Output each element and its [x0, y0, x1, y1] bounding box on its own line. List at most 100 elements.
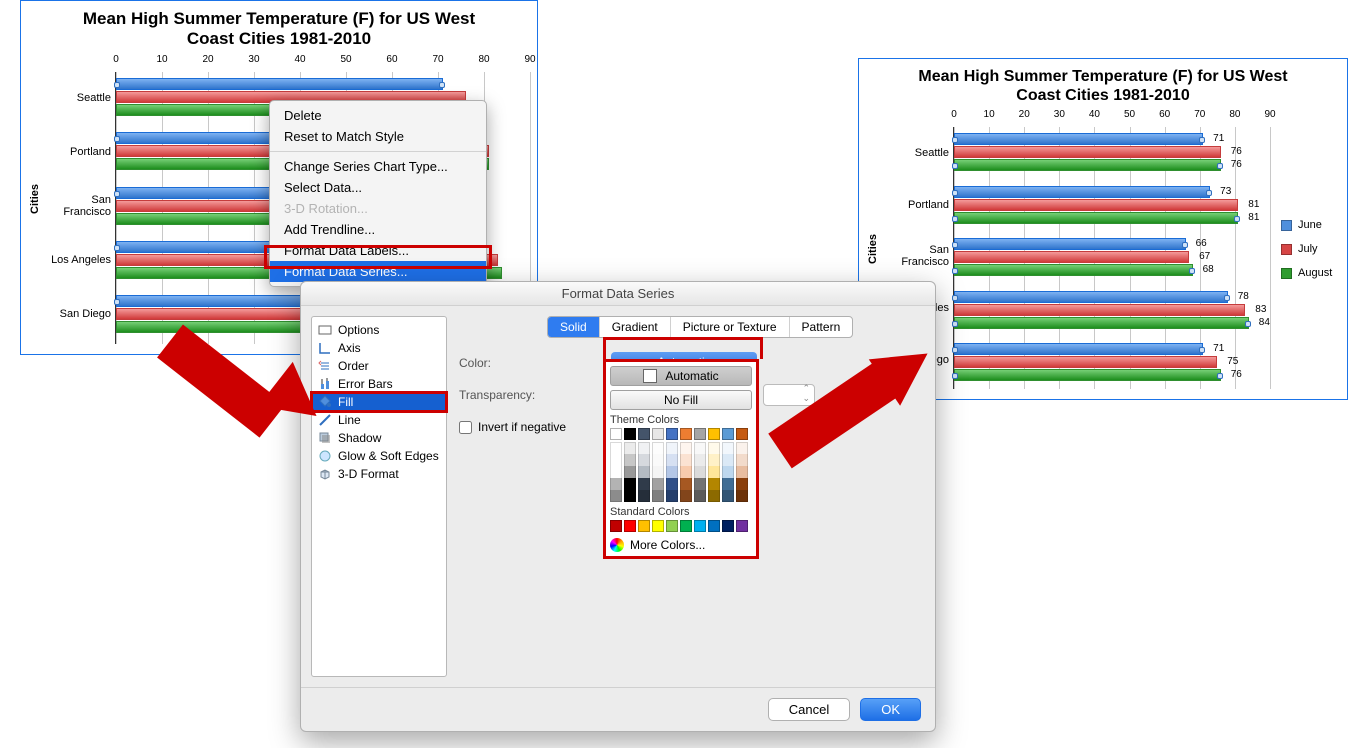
- context-menu-item[interactable]: 3-D Rotation...: [270, 198, 486, 219]
- standard-color-row[interactable]: [610, 520, 752, 532]
- color-swatch[interactable]: [638, 490, 650, 502]
- color-swatch[interactable]: [652, 442, 664, 454]
- context-menu-item[interactable]: Delete: [270, 105, 486, 126]
- sidebar-item-3-d-format[interactable]: 3-D Format: [312, 465, 446, 483]
- color-swatch[interactable]: [722, 428, 734, 440]
- color-swatch[interactable]: [680, 442, 692, 454]
- color-swatch[interactable]: [694, 442, 706, 454]
- color-swatch[interactable]: [722, 520, 734, 532]
- color-swatch[interactable]: [624, 520, 636, 532]
- color-swatch[interactable]: [666, 442, 678, 454]
- color-swatch[interactable]: [736, 478, 748, 490]
- color-swatch[interactable]: [736, 520, 748, 532]
- color-swatch[interactable]: [708, 442, 720, 454]
- color-swatch[interactable]: [652, 428, 664, 440]
- color-swatch[interactable]: [610, 490, 622, 502]
- color-swatch[interactable]: [736, 454, 748, 466]
- theme-color-shades[interactable]: [610, 442, 752, 502]
- invert-if-negative-checkbox[interactable]: Invert if negative: [459, 420, 566, 434]
- sidebar-item-line[interactable]: Line: [312, 411, 446, 429]
- color-swatch[interactable]: [708, 478, 720, 490]
- color-swatch[interactable]: [736, 442, 748, 454]
- color-swatch[interactable]: [694, 520, 706, 532]
- color-swatch[interactable]: [680, 490, 692, 502]
- color-swatch[interactable]: [652, 466, 664, 478]
- color-swatch[interactable]: [694, 478, 706, 490]
- color-swatch[interactable]: [722, 478, 734, 490]
- color-swatch[interactable]: [666, 454, 678, 466]
- color-swatch[interactable]: [652, 520, 664, 532]
- color-swatch[interactable]: [708, 454, 720, 466]
- sidebar-item-fill[interactable]: Fill: [312, 393, 446, 411]
- context-menu-item[interactable]: Change Series Chart Type...: [270, 156, 486, 177]
- sidebar-item-axis[interactable]: Axis: [312, 339, 446, 357]
- plot-area-right[interactable]: 0102030405060708090 71767673818166676878…: [953, 127, 1271, 389]
- context-menu-item[interactable]: Add Trendline...: [270, 219, 486, 240]
- color-swatch[interactable]: [694, 454, 706, 466]
- color-swatch[interactable]: [624, 442, 636, 454]
- color-swatch[interactable]: [638, 466, 650, 478]
- color-swatch[interactable]: [624, 454, 636, 466]
- color-swatch[interactable]: [736, 490, 748, 502]
- color-swatch[interactable]: [722, 466, 734, 478]
- color-swatch[interactable]: [680, 428, 692, 440]
- color-swatch[interactable]: [694, 428, 706, 440]
- color-swatch[interactable]: [652, 490, 664, 502]
- more-colors-button[interactable]: More Colors...: [610, 538, 752, 552]
- color-swatch[interactable]: [610, 442, 622, 454]
- color-swatch[interactable]: [624, 428, 636, 440]
- color-swatch[interactable]: [652, 454, 664, 466]
- color-swatch[interactable]: [708, 466, 720, 478]
- fill-type-tabs[interactable]: SolidGradientPicture or TexturePattern: [547, 316, 853, 338]
- sidebar-item-shadow[interactable]: Shadow: [312, 429, 446, 447]
- tab-gradient[interactable]: Gradient: [600, 317, 671, 337]
- tab-solid[interactable]: Solid: [548, 317, 600, 337]
- cancel-button[interactable]: Cancel: [768, 698, 850, 721]
- context-menu-item[interactable]: Select Data...: [270, 177, 486, 198]
- color-swatch[interactable]: [610, 428, 622, 440]
- color-swatch[interactable]: [722, 454, 734, 466]
- color-swatch[interactable]: [666, 466, 678, 478]
- color-swatch[interactable]: [638, 478, 650, 490]
- color-swatch[interactable]: [708, 428, 720, 440]
- color-swatch[interactable]: [666, 490, 678, 502]
- color-swatch[interactable]: [722, 490, 734, 502]
- color-swatch[interactable]: [666, 520, 678, 532]
- color-swatch[interactable]: [736, 466, 748, 478]
- color-swatch[interactable]: [624, 490, 636, 502]
- color-swatch[interactable]: [694, 490, 706, 502]
- color-swatch[interactable]: [652, 478, 664, 490]
- color-swatch[interactable]: [736, 428, 748, 440]
- color-swatch[interactable]: [680, 520, 692, 532]
- sidebar-item-error-bars[interactable]: Error Bars: [312, 375, 446, 393]
- color-swatch[interactable]: [680, 466, 692, 478]
- color-swatch[interactable]: [610, 520, 622, 532]
- tab-picture-or-texture[interactable]: Picture or Texture: [671, 317, 790, 337]
- color-swatch[interactable]: [680, 454, 692, 466]
- color-swatch[interactable]: [610, 478, 622, 490]
- color-swatch[interactable]: [638, 454, 650, 466]
- color-swatch[interactable]: [680, 478, 692, 490]
- color-swatch[interactable]: [638, 442, 650, 454]
- color-picker-popup[interactable]: Automatic No Fill Theme Colors Standard …: [603, 359, 759, 559]
- context-menu-item[interactable]: Reset to Match Style: [270, 126, 486, 147]
- color-automatic-button[interactable]: Automatic: [610, 366, 752, 386]
- color-swatch[interactable]: [610, 454, 622, 466]
- color-swatch[interactable]: [694, 466, 706, 478]
- color-swatch[interactable]: [638, 520, 650, 532]
- color-nofill-button[interactable]: No Fill: [610, 390, 752, 410]
- sidebar-item-options[interactable]: Options: [312, 321, 446, 339]
- color-swatch[interactable]: [722, 442, 734, 454]
- color-swatch[interactable]: [666, 478, 678, 490]
- sidebar-item-glow-soft-edges[interactable]: Glow & Soft Edges: [312, 447, 446, 465]
- transparency-stepper[interactable]: [763, 384, 815, 406]
- tab-pattern[interactable]: Pattern: [790, 317, 853, 337]
- color-swatch[interactable]: [610, 466, 622, 478]
- dialog-sidebar[interactable]: OptionsAxisOrderError BarsFillLineShadow…: [311, 316, 447, 677]
- color-swatch[interactable]: [624, 478, 636, 490]
- color-swatch[interactable]: [624, 466, 636, 478]
- color-swatch[interactable]: [708, 520, 720, 532]
- color-swatch[interactable]: [666, 428, 678, 440]
- invert-checkbox-input[interactable]: [459, 421, 472, 434]
- theme-color-row[interactable]: [610, 428, 752, 440]
